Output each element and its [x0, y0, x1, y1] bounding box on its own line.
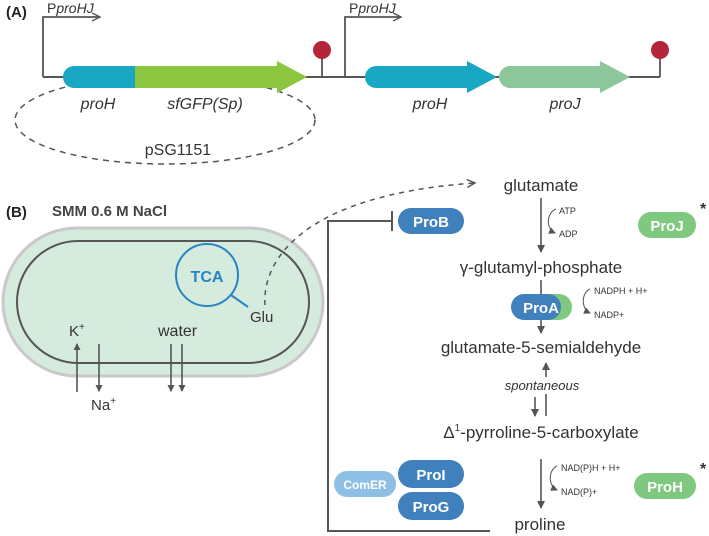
feedback-inhibition-line	[327, 220, 490, 532]
plasmid-ring	[14, 75, 316, 165]
terminator-1-icon	[313, 41, 331, 59]
enzyme-proj-pill	[638, 212, 696, 238]
nadp-label: NADP+	[594, 310, 624, 320]
proh-asterisk: *	[700, 461, 707, 478]
na-ion-label: Na+	[91, 396, 116, 414]
enzyme-comer-label: ComER	[343, 478, 387, 492]
chromosome-proj-gene	[499, 61, 630, 93]
promoter-1-label: PproHJ	[47, 0, 95, 16]
glu-label: Glu	[250, 309, 273, 326]
chromosome-proh-gene	[365, 61, 497, 93]
promoter-2-label: PproHJ	[349, 0, 397, 16]
nadph2-label: NAD(P)H + H+	[561, 463, 621, 473]
plasmid-gene-1-label: proH	[80, 96, 116, 113]
proj-asterisk: *	[700, 201, 707, 218]
tca-to-glu-line	[230, 294, 249, 308]
plasmid-name: pSG1151	[145, 142, 212, 159]
promoter-2-arrow	[344, 17, 401, 77]
nadph-label: NADPH + H+	[594, 286, 648, 296]
nadph-cofactor-arrow	[582, 288, 591, 314]
metabolite-gamma-glutamyl-phosphate: γ-glutamyl-phosphate	[460, 258, 623, 277]
enzyme-proi-pill	[398, 460, 464, 488]
tca-label: TCA	[191, 269, 224, 286]
panel-a-label: (A)	[6, 4, 27, 21]
k-ion-label: K+	[69, 322, 85, 340]
chromosome-gene-1-label: proH	[412, 96, 448, 113]
metabolite-glutamate: glutamate	[504, 176, 579, 195]
enzyme-comer-pill	[334, 471, 396, 497]
cell-outer	[1, 226, 325, 378]
enzyme-prob-pill	[398, 208, 464, 234]
plasmid-proh-gene	[63, 66, 135, 88]
metabolite-glutamate-semialdehyde: glutamate-5-semialdehyde	[441, 338, 641, 357]
spontaneous-label: spontaneous	[505, 378, 580, 393]
enzyme-prog-pill	[398, 492, 464, 520]
enzyme-prob-label: ProB	[413, 214, 449, 231]
enzyme-proa-label: ProA	[523, 300, 559, 317]
metabolite-proline: proline	[514, 515, 565, 534]
cell-membrane	[16, 240, 310, 364]
atp-cofactor-arrow	[547, 208, 557, 234]
enzyme-proh-label: ProH	[647, 479, 683, 496]
metabolite-p5c: Δ1-pyrroline-5-carboxylate	[443, 423, 639, 442]
plasmid-sfgfp-gene	[135, 61, 307, 93]
enzyme-proj-label: ProJ	[650, 218, 683, 235]
enzyme-proa-pill	[511, 294, 561, 320]
nadph2-cofactor-arrow	[549, 465, 558, 491]
terminator-2-icon	[651, 41, 669, 59]
water-label: water	[157, 323, 198, 340]
promoter-1-arrow	[42, 17, 100, 77]
nadp2-label: NAD(P)+	[561, 487, 597, 497]
panel-b-label: (B)	[6, 204, 27, 221]
spontaneous-label-bg	[500, 377, 584, 394]
chromosome-gene-2-label: proJ	[548, 96, 581, 113]
enzyme-prog-label: ProG	[413, 499, 450, 516]
enzyme-proi-label: ProI	[416, 467, 445, 484]
condition-label: SMM 0.6 M NaCl	[52, 203, 167, 220]
enzyme-proh-pill	[634, 473, 696, 499]
tca-cycle-icon	[175, 243, 239, 307]
atp-label: ATP	[559, 206, 576, 216]
plasmid-gene-2-label: sfGFP(Sp)	[167, 96, 243, 113]
adp-label: ADP	[559, 229, 578, 239]
